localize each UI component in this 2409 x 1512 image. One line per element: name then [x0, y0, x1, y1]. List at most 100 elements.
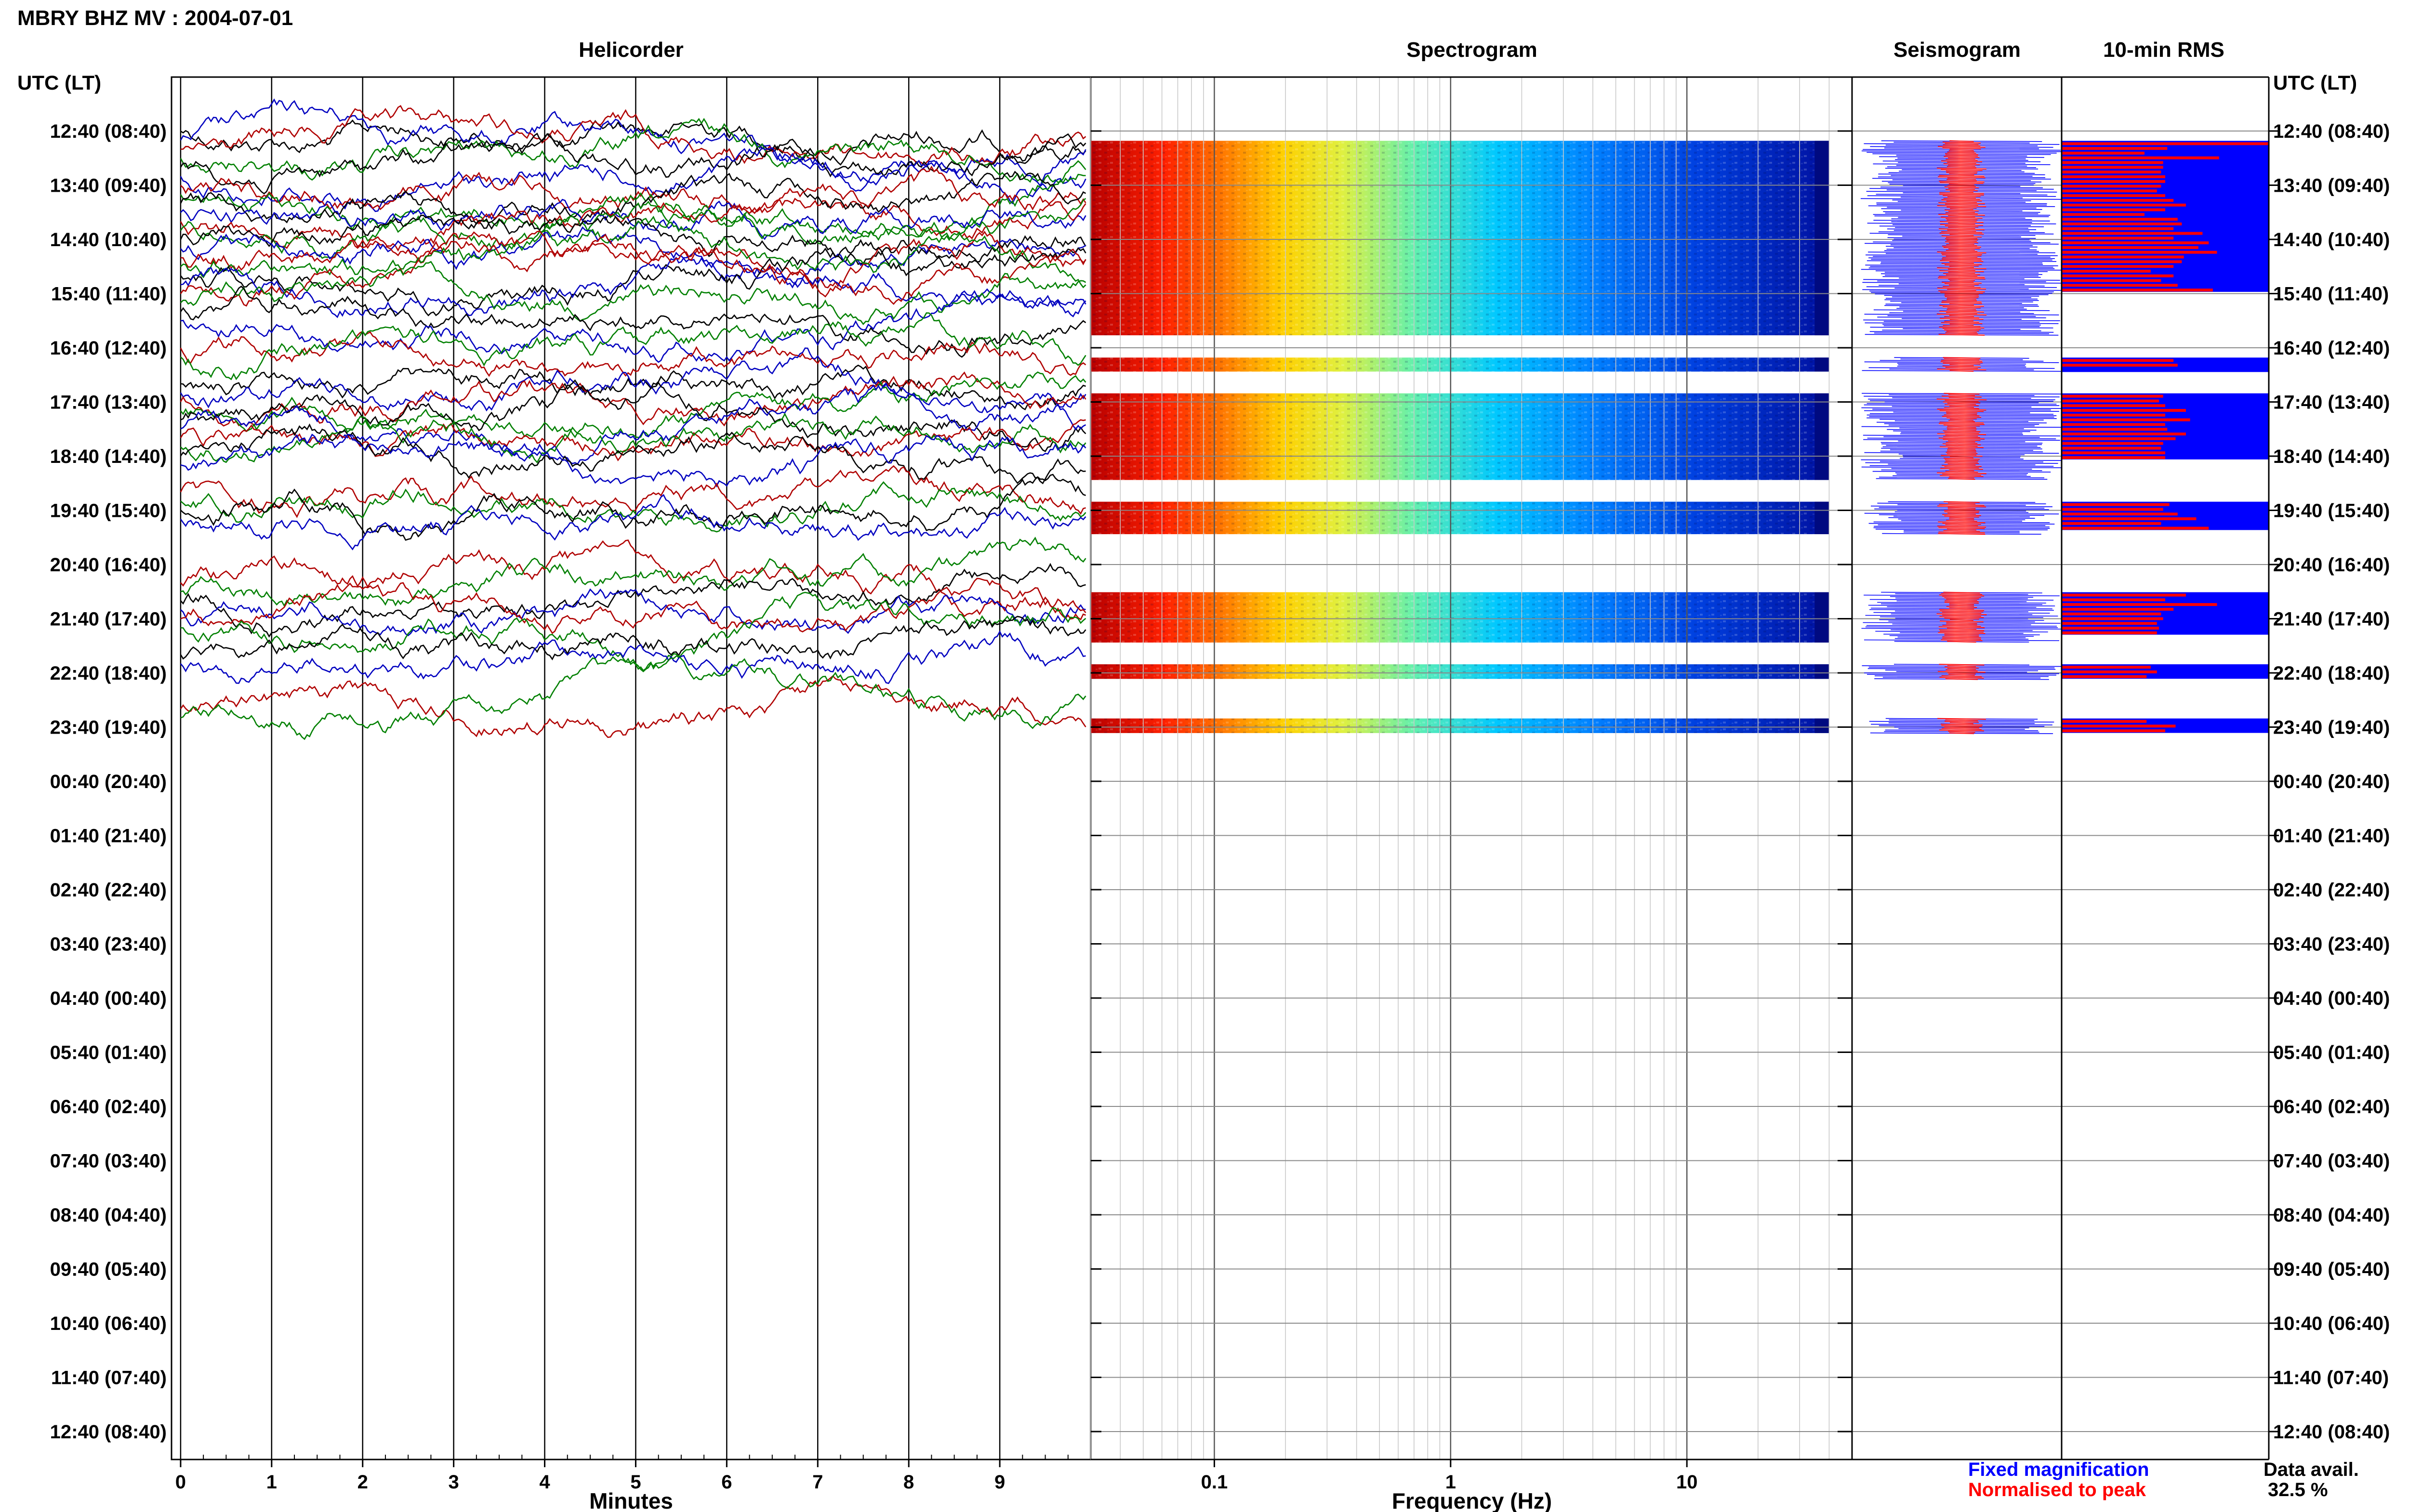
- helicorder-x-tick-label: 9: [994, 1472, 1005, 1493]
- helicorder-trace: [180, 578, 1086, 634]
- helicorder-trace: [180, 655, 1086, 740]
- row-label: 08:40 (04:40): [2273, 1205, 2390, 1226]
- rms-bar: [2062, 269, 2151, 273]
- legend-normalised-to-peak: Normalised to peak: [1968, 1479, 2146, 1500]
- seismogram-segment: [1861, 592, 2062, 643]
- rms-bar: [2062, 222, 2182, 225]
- rms-bar: [2062, 670, 2157, 673]
- spectrogram-x-tick-label: 1: [1445, 1472, 1456, 1493]
- rms-bar: [2062, 513, 2178, 516]
- seismogram-normalised-trace: [1936, 140, 1987, 336]
- row-label: 10:40 (06:40): [2273, 1313, 2390, 1334]
- rms-bar: [2062, 607, 2174, 611]
- helicorder-trace: [180, 481, 1086, 533]
- row-label: 09:40 (05:40): [50, 1259, 167, 1280]
- helicorder-trace: [180, 118, 1086, 184]
- spectrogram-edge: [1814, 501, 1829, 534]
- rms-bar: [2062, 194, 2165, 197]
- rms-bar: [2062, 227, 2174, 230]
- row-label: 12:40 (08:40): [2273, 1421, 2390, 1443]
- rms-bar: [2062, 627, 2159, 630]
- row-label: 12:40 (08:40): [50, 121, 167, 142]
- helicorder-trace: [180, 173, 1086, 238]
- row-label: 23:40 (19:40): [2273, 717, 2390, 738]
- spectrogram-texture: [1091, 718, 1829, 733]
- seismogram-normalised-trace: [1937, 357, 1986, 372]
- helicorder-x-tick-label: 0: [175, 1472, 186, 1493]
- spectrogram-texture: [1091, 501, 1829, 534]
- rms-bar: [2062, 284, 2178, 287]
- helicorder-x-tick-label: 1: [266, 1472, 277, 1493]
- seismogram-segment: [1869, 718, 2054, 735]
- spectrogram-edge: [1814, 393, 1829, 480]
- rms-bar: [2062, 364, 2178, 367]
- rms-rows: [2062, 141, 2269, 733]
- row-label: 12:40 (08:40): [50, 1421, 167, 1443]
- rms-bar: [2062, 250, 2217, 254]
- helicorder-trace: [180, 494, 1086, 551]
- row-label: 21:40 (17:40): [2273, 609, 2390, 630]
- row-label: 01:40 (21:40): [50, 826, 167, 847]
- helicorder-trace: [180, 563, 1086, 638]
- seismogram-normalised-trace: [1937, 718, 1986, 735]
- rms-bar: [2062, 503, 2170, 506]
- rms-bar: [2062, 161, 2163, 164]
- row-label: 02:40 (22:40): [50, 880, 167, 901]
- rms-bar: [2062, 442, 2163, 445]
- seismogram-segment: [1862, 357, 2062, 372]
- rms-bar: [2062, 603, 2217, 606]
- row-label: 14:40 (10:40): [50, 229, 167, 250]
- helicorder-x-tick-label: 2: [357, 1472, 368, 1493]
- seismogram-normalised-trace: [1936, 393, 1987, 480]
- row-label: 13:40 (09:40): [2273, 175, 2390, 197]
- helicorder-trace: [180, 231, 1086, 289]
- helicorder-trace: [180, 592, 1086, 672]
- rms-bar: [2062, 508, 2163, 511]
- seismogram-segment: [1860, 140, 2063, 336]
- rms-bar: [2062, 631, 2157, 634]
- helicorder-trace: [180, 312, 1086, 381]
- helicorder-trace: [180, 198, 1086, 240]
- row-label: 02:40 (22:40): [2273, 880, 2390, 901]
- rms-bar: [2062, 184, 2161, 188]
- spectrogram-segment: [1091, 357, 1829, 372]
- rms-bar: [2062, 408, 2186, 412]
- rms-panel: [2062, 141, 2269, 733]
- spectrogram-edge: [1814, 718, 1829, 733]
- rms-bar: [2062, 456, 2165, 459]
- helicorder-trace: [180, 347, 1086, 413]
- rms-bar: [2062, 622, 2157, 625]
- rms-bar: [2062, 289, 2213, 292]
- row-label: 00:40 (20:40): [2273, 771, 2390, 792]
- helicorder-xlabel: Minutes: [589, 1488, 673, 1512]
- spectrogram-segment: [1091, 141, 1829, 336]
- row-label: 07:40 (03:40): [2273, 1151, 2390, 1172]
- helicorder-x-tick-label: 5: [630, 1472, 641, 1493]
- helicorder-x-tick-label: 7: [812, 1472, 823, 1493]
- helicorder-trace: [180, 675, 1086, 738]
- helicorder-trace: [180, 105, 1086, 166]
- rms-bar: [2062, 246, 2198, 249]
- rms-bar: [2062, 241, 2209, 245]
- row-label: 13:40 (09:40): [50, 175, 167, 197]
- rms-bar: [2062, 255, 2184, 259]
- helicorder-trace: [180, 214, 1086, 265]
- row-label: 15:40 (11:40): [2273, 284, 2389, 305]
- seismogram-normalised-trace: [1936, 592, 1987, 643]
- row-label: 16:40 (12:40): [50, 338, 167, 359]
- rms-segment: [2062, 664, 2269, 679]
- helicorder-x-tick-label: 8: [903, 1472, 914, 1493]
- rms-bar: [2062, 147, 2168, 150]
- rms-bar: [2062, 428, 2168, 431]
- rms-background: [2062, 501, 2269, 530]
- rms-bar: [2062, 522, 2161, 525]
- rms-bar: [2062, 151, 2144, 155]
- rms-bar: [2062, 526, 2209, 530]
- helicorder-x-tick-label: 4: [539, 1472, 550, 1493]
- spectrogram-title: Spectrogram: [1406, 38, 1537, 62]
- helicorder-trace: [180, 434, 1086, 488]
- rms-bar: [2062, 171, 2161, 174]
- helicorder-x-tick-label: 3: [448, 1472, 459, 1493]
- row-label: 15:40 (11:40): [51, 284, 167, 305]
- helicorder-traces: [180, 98, 1086, 740]
